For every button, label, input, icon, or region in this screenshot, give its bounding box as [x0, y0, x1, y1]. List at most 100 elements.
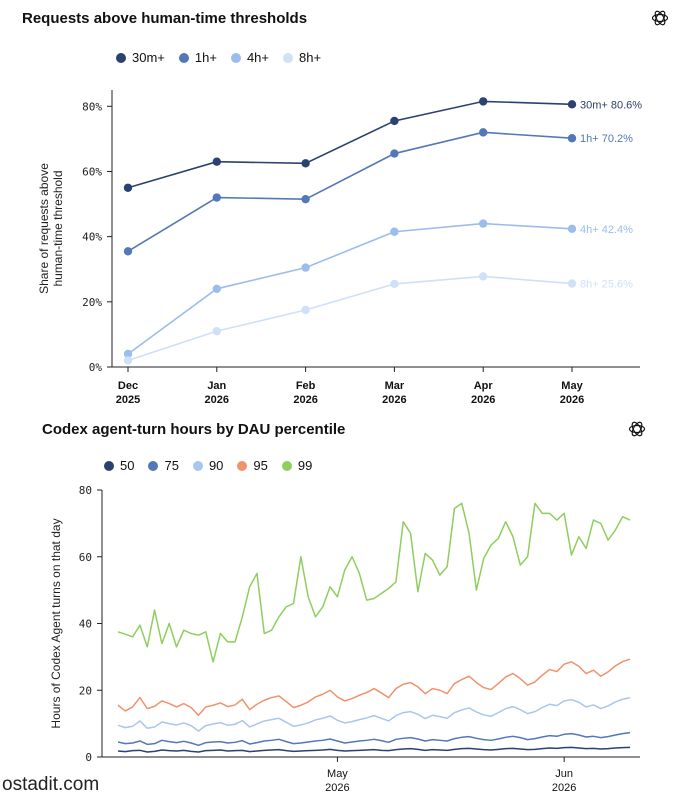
chart-2-xtick-label: 2026: [552, 782, 576, 794]
chart-1-series-line-4h+: [127, 222, 573, 355]
chart-2-series-line-50: [117, 746, 631, 753]
chart-1-xtick-label: 2026: [560, 394, 584, 406]
chart-2-legend-swatch-2: [192, 460, 203, 471]
chart-2-legend: 50 75 90 95 99: [104, 458, 312, 473]
chart-1-ytick-label: 20%: [82, 296, 102, 309]
chart-2-legend-label-2: 90: [208, 458, 224, 473]
openai-logo-icon: [651, 10, 669, 26]
chart-1-legend-label-0: 30m+: [132, 50, 165, 65]
chart-1-point-4h+-0: [123, 349, 133, 359]
chart-2-ytick-label: 80: [79, 484, 92, 497]
chart-1-point-30m+-1: [212, 157, 221, 166]
chart-2-legend-item-3: 95: [237, 458, 268, 473]
chart-2-legend-item-0: 50: [104, 458, 134, 473]
chart-1-legend-swatch-0: [116, 52, 126, 63]
chart-2-ylabel: Hours of Codex Agent turns on that day: [49, 518, 63, 728]
chart-1-point-30m+-0: [123, 183, 133, 192]
chart-1-xtick-label: Feb: [296, 380, 316, 392]
chart-1-xtick-label: May: [561, 380, 583, 392]
chart-2-legend-label-3: 95: [253, 458, 268, 473]
chart-1-series-line-30m+: [127, 100, 573, 189]
chart-2-ytick-label: 20: [79, 684, 92, 697]
chart-1-point-8h+-0: [123, 356, 133, 365]
chart-1-point-8h+-2: [301, 305, 310, 315]
chart-1-point-1h+-3: [390, 149, 399, 158]
chart-2-ytick-label: 60: [79, 551, 92, 564]
chart-1-ytick-label: 0%: [89, 361, 103, 374]
chart-1-legend-item-0: 30m+: [116, 50, 165, 65]
chart-2-legend-item-1: 75: [148, 458, 179, 473]
chart-1-end-label-4h+: 4h+ 42.4%: [580, 224, 633, 236]
chart-1-legend: 30m+ 1h+ 4h+ 8h+: [116, 50, 321, 65]
chart-2-plot: 0 20 40 60 80 May 2026 Jun 2026 Hours of Codex Ag…: [49, 484, 640, 794]
chart-1-title: Requests above human-time thresholds: [22, 10, 308, 27]
chart-2-legend-item-2: 90: [192, 458, 224, 473]
chart-1-xtick-label: 2026: [205, 394, 229, 406]
chart-1-legend-label-2: 4h+: [246, 50, 270, 65]
chart-2-ytick-label: 40: [79, 618, 92, 631]
chart-1-legend-label-3: 8h+: [299, 50, 322, 65]
chart-2-series-line-99: [117, 502, 631, 663]
chart-1-point-4h+-3: [390, 227, 399, 236]
chart-2-legend-swatch-0: [104, 460, 114, 471]
chart-1-legend-swatch-2: [230, 52, 241, 63]
chart-2-series-line-75: [117, 731, 631, 747]
chart-2-series-line-95: [117, 658, 631, 717]
chart-1-point-4h+-1: [212, 284, 221, 293]
chart-1-xtick-label: 2026: [382, 394, 406, 406]
chart-1-legend-item-1: 1h+: [178, 50, 217, 65]
chart-1-point-1h+-1: [212, 193, 221, 202]
chart-1-point-4h+-2: [301, 263, 310, 272]
chart-1-legend-swatch-1: [178, 52, 189, 63]
chart-2-xtick-label: 2026: [325, 782, 349, 794]
chart-1-plot: 0% 20% 40% 60% 80% Dec 2025 Jan 2026 Feb 2026 Mar 20…: [37, 90, 642, 406]
chart-1-xtick-label: Mar: [385, 380, 405, 392]
chart-1-legend-item-3: 8h+: [283, 50, 321, 65]
chart-1-ytick-label: 60%: [82, 165, 102, 178]
chart-2-legend-item-4: 99: [281, 458, 313, 473]
chart-1-legend-label-1: 1h+: [194, 50, 217, 65]
chart-2-legend-swatch-4: [281, 460, 292, 471]
chart-1-point-30m+-2: [301, 159, 310, 168]
chart-1-point-30m+-3: [390, 116, 399, 126]
chart-1-point-30m+-4: [479, 97, 488, 106]
chart-1-point-8h+-3: [390, 279, 399, 289]
chart-1-xtick-label: Apr: [474, 380, 494, 392]
chart-2-legend-label-4: 99: [297, 458, 313, 473]
watermark-text: ostadit.com: [2, 774, 100, 795]
chart-1-point-8h+-4: [479, 272, 488, 281]
chart-1-point-8h+-1: [212, 326, 221, 336]
chart-1-point-30m+-5: [567, 100, 577, 109]
chart-1-xtick-label: 2025: [116, 394, 140, 406]
chart-1-point-1h+-2: [301, 194, 310, 204]
chart-1-point-4h+-4: [479, 219, 488, 228]
chart-1-ytick-label: 40%: [82, 231, 102, 244]
openai-logo-icon-2: [628, 421, 646, 437]
chart-1-series-line-1h+: [127, 131, 573, 252]
chart-2-legend-swatch-3: [237, 460, 248, 471]
chart-1-xtick-label: 2026: [293, 394, 317, 406]
chart-2-ytick-label: 0: [85, 751, 92, 764]
chart-1-ylabel: Share of requests abovehuman-time thresh…: [37, 163, 65, 294]
chart-1-point-4h+-5: [567, 224, 577, 234]
chart-1-xtick-label: Jan: [207, 380, 226, 392]
chart-1-point-1h+-0: [123, 247, 133, 256]
chart-1-end-label-30m+: 30m+ 80.6%: [580, 99, 642, 111]
chart-1-legend-swatch-3: [283, 52, 294, 63]
chart-2-xtick-label: May: [327, 768, 348, 780]
chart-1-point-1h+-5: [567, 134, 577, 143]
chart-2-legend-label-1: 75: [164, 458, 179, 473]
chart-1-point-1h+-4: [479, 128, 488, 137]
chart-2-legend-swatch-1: [148, 460, 159, 471]
chart-2-legend-label-0: 50: [120, 458, 135, 473]
chart-1-point-8h+-5: [567, 279, 577, 288]
chart-2-title: Codex agent-turn hours by DAU percentile: [42, 421, 346, 438]
chart-1-xtick-label: Dec: [118, 380, 138, 392]
chart-1-end-label-8h+: 8h+ 25.6%: [580, 279, 633, 291]
chart-1-xtick-label: 2026: [471, 394, 495, 406]
chart-1-series-line-8h+: [127, 275, 573, 362]
chart-2-xtick-label: Jun: [555, 768, 573, 780]
chart-2-series-line-90: [117, 696, 631, 732]
chart-1-legend-item-2: 4h+: [230, 50, 270, 65]
chart-1-end-label-1h+: 1h+ 70.2%: [580, 133, 633, 145]
